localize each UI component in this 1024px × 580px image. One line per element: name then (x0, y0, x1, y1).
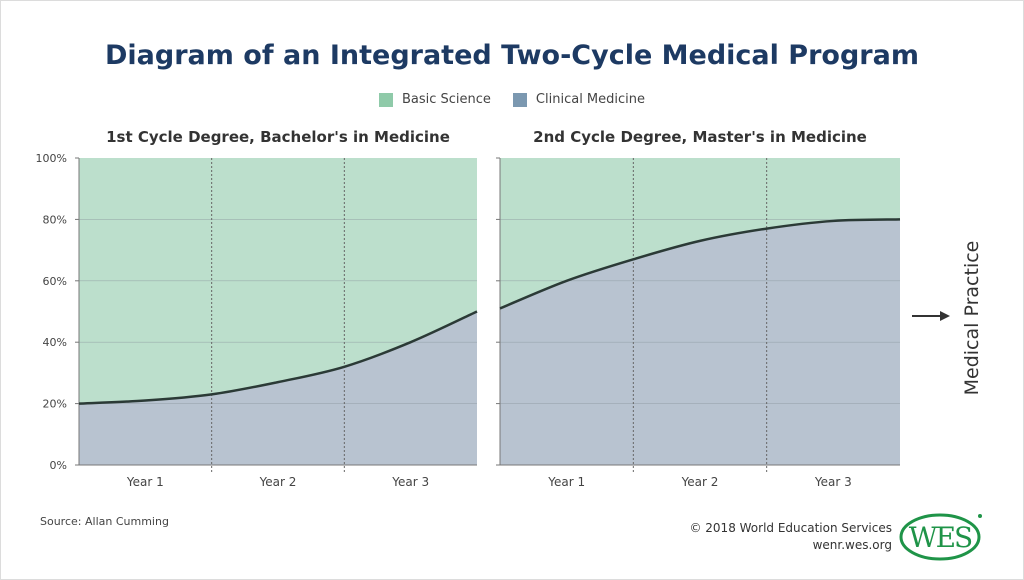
legend-label: Basic Science (401, 92, 491, 107)
y-tick-label: 80% (43, 213, 67, 226)
y-tick-label: 0% (50, 459, 67, 472)
legend: Basic Science Clinical Medicine (0, 92, 1024, 107)
legend-label: Clinical Medicine (535, 92, 646, 107)
legend-swatch-clinical-medicine (512, 92, 527, 107)
legend-swatch-basic-science (378, 92, 393, 107)
panel-title-2nd-cycle: 2nd Cycle Degree, Master's in Medicine (533, 128, 867, 146)
x-tick-label: Year 1 (126, 475, 164, 489)
copyright-text: © 2018 World Education Services (689, 521, 892, 535)
x-tick-label: Year 1 (547, 475, 585, 489)
clinical-medicine-area (79, 311, 477, 465)
x-tick-label: Year 2 (259, 475, 297, 489)
svg-text:WES: WES (909, 521, 972, 554)
website-text: wenr.wes.org (812, 538, 892, 552)
source-note: Source: Allan Cumming (40, 515, 169, 528)
y-tick-label: 20% (43, 398, 67, 411)
clinical-medicine-line (499, 218, 901, 310)
y-tick-label: 40% (43, 336, 67, 349)
credit: © 2018 World Education Services wenr.wes… (689, 520, 892, 554)
x-tick-label: Year 3 (814, 475, 852, 489)
y-tick-label: 100% (36, 152, 67, 165)
legend-item-basic-science: Basic Science (378, 92, 491, 107)
legend-item-clinical-medicine: Clinical Medicine (512, 92, 646, 107)
chart-title: Diagram of an Integrated Two-Cycle Medic… (105, 40, 919, 71)
y-tick-label: 60% (43, 275, 67, 288)
arrow-head-icon (940, 311, 950, 321)
medical-practice-label: Medical Practice (961, 240, 983, 396)
panel-title-1st-cycle: 1st Cycle Degree, Bachelor's in Medicine (106, 128, 450, 146)
x-tick-label: Year 3 (391, 475, 429, 489)
wes-logo: WES (899, 513, 982, 561)
x-tick-label: Year 2 (681, 475, 719, 489)
clinical-medicine-line (78, 310, 478, 405)
